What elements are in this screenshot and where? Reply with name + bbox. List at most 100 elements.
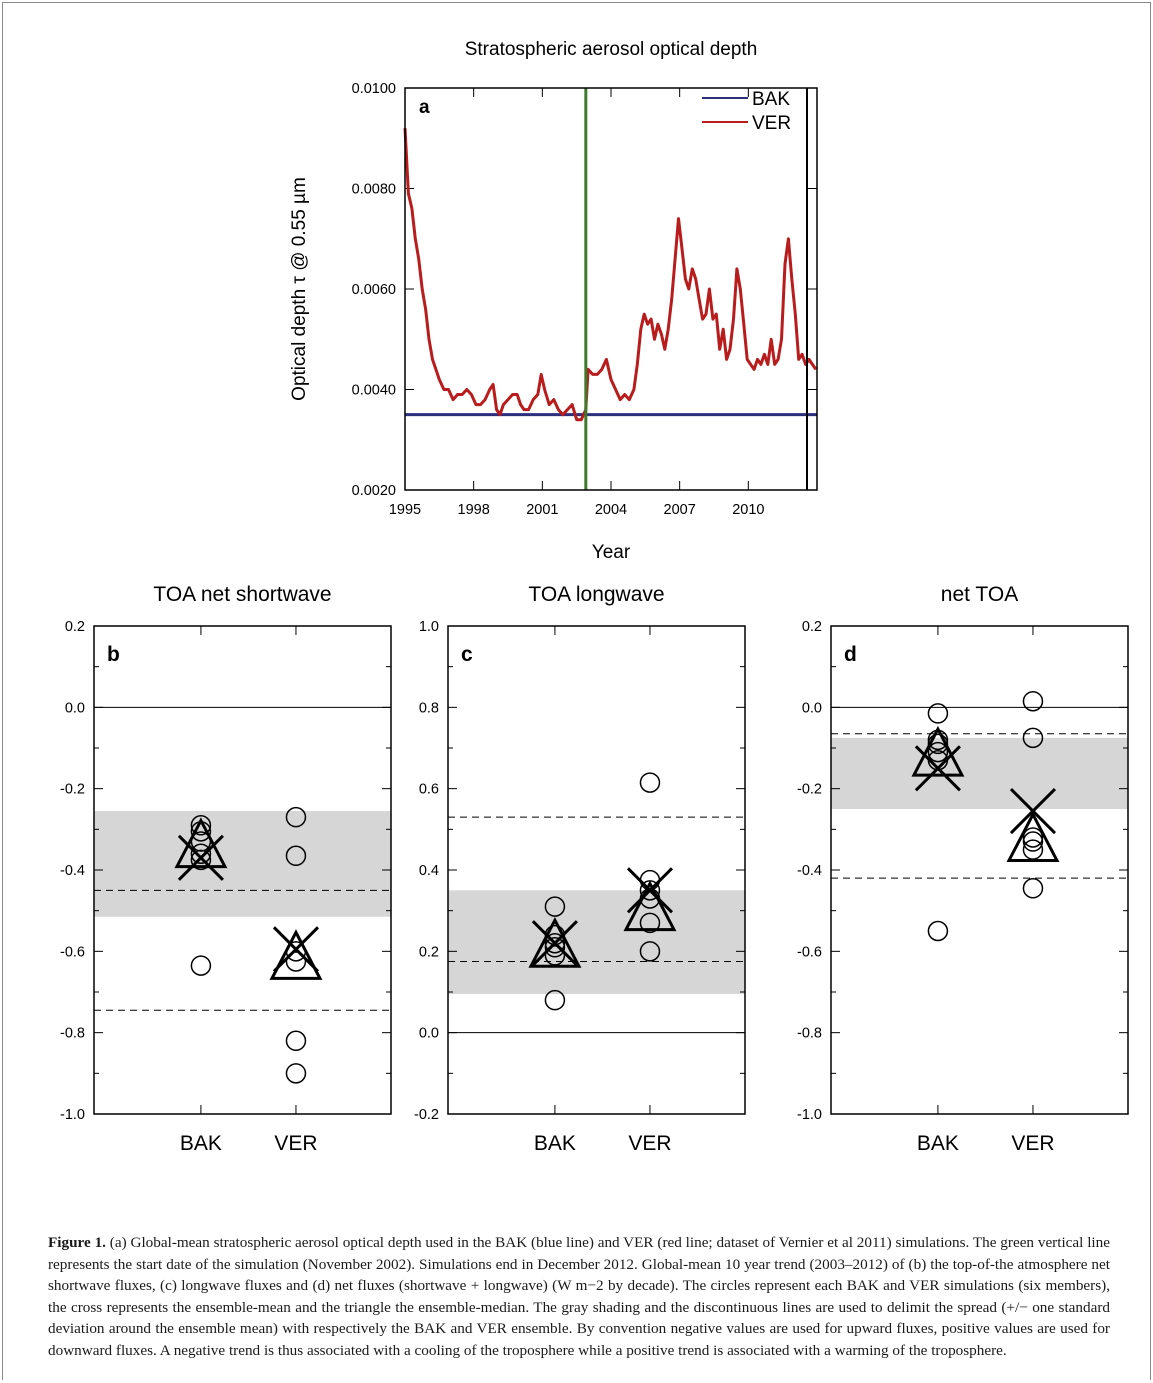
panel-a-ytick-label: 0.0100 bbox=[352, 81, 396, 97]
panel-c-mean-ver bbox=[626, 867, 674, 914]
panel-b-member-ver bbox=[285, 951, 307, 972]
panel-d-ytick-label: -0.4 bbox=[797, 863, 822, 879]
panel-a-title: Stratospheric aerosol optical depth bbox=[465, 39, 758, 60]
panel-b-title: TOA net shortwave bbox=[153, 583, 331, 606]
panel-d-member-bak bbox=[927, 703, 949, 724]
figure-caption: Figure 1. (a) Global-mean stratospheric … bbox=[48, 1232, 1110, 1361]
panel-a-plot-frame bbox=[404, 87, 818, 491]
panel-b-label: b bbox=[107, 643, 120, 666]
panel-d-mean-ver bbox=[1009, 787, 1057, 835]
panel-c-label: c bbox=[461, 643, 473, 666]
legend-label-bak: BAK bbox=[752, 89, 790, 110]
panel-b-mean-ver bbox=[272, 926, 320, 973]
panel-d-ytick-label: 0.2 bbox=[802, 619, 822, 635]
caption-label: Figure 1. bbox=[48, 1234, 106, 1251]
panel-c-xtick-label-bak: BAK bbox=[534, 1132, 576, 1155]
panel-b-member-bak bbox=[190, 843, 212, 864]
panel-c-member-ver bbox=[639, 941, 661, 962]
panel-d-median-bak bbox=[911, 725, 965, 777]
panel-c-member-bak bbox=[544, 937, 566, 958]
panel-c-ytick-label: 0.0 bbox=[419, 1026, 439, 1042]
panel-b-member-ver bbox=[285, 1030, 307, 1052]
panel-d-member-bak bbox=[927, 741, 949, 763]
panel-d-title: net TOA bbox=[941, 583, 1018, 606]
panel-d-member-ver bbox=[1022, 831, 1044, 852]
panel-d-xtick-label-bak: BAK bbox=[917, 1132, 959, 1155]
panel-c-member-bak bbox=[544, 989, 566, 1011]
caption-text: (a) Global-mean stratospheric aerosol op… bbox=[48, 1234, 1110, 1359]
panel-b-member-ver bbox=[285, 1063, 307, 1084]
panel-b-member-bak bbox=[190, 815, 212, 836]
panel-d-ytick-label: -0.8 bbox=[797, 1026, 822, 1042]
panel-b-ytick-label: 0.2 bbox=[65, 619, 85, 635]
panel-a-xtick-label: 2007 bbox=[664, 502, 696, 518]
panel-a-xtick-label: 2010 bbox=[732, 502, 764, 518]
panel-d-ytick-label: -0.6 bbox=[797, 944, 822, 960]
panel-d-bak-spread bbox=[831, 737, 1128, 809]
panel-d-ytick-label: 0.0 bbox=[802, 700, 822, 716]
panel-b-ytick-label: -0.2 bbox=[60, 782, 85, 798]
panel-b-ytick-label: -0.4 bbox=[60, 863, 85, 879]
panel-a-xlabel: Year bbox=[592, 542, 631, 563]
panel-a-ytick-label: 0.0080 bbox=[352, 182, 396, 198]
panel-c-xtick-label-ver: VER bbox=[628, 1132, 671, 1155]
panel-d-mean-bak bbox=[914, 745, 961, 792]
panel-d-member-bak bbox=[927, 920, 949, 942]
panel-c-member-ver bbox=[639, 912, 661, 934]
panel-b-median-ver bbox=[269, 929, 323, 980]
panel-b-member-bak bbox=[190, 849, 212, 871]
panel-b-ytick-label: -0.8 bbox=[60, 1026, 85, 1042]
panel-d-member-ver bbox=[1022, 690, 1044, 712]
panel-b-xtick-label-bak: BAK bbox=[180, 1132, 222, 1155]
panel-c-member-ver bbox=[639, 772, 661, 793]
panel-d-member-ver bbox=[1022, 878, 1044, 899]
legend-label-ver: VER bbox=[752, 113, 791, 134]
panel-d-member-bak bbox=[927, 733, 949, 755]
panel-a-ytick-label: 0.0040 bbox=[352, 383, 396, 399]
panel-a-ylabel: Optical depth τ @ 0.55 µm bbox=[289, 177, 310, 401]
panel-d-xtick-label-ver: VER bbox=[1011, 1132, 1054, 1155]
panel-d-ytick-label: -1.0 bbox=[797, 1107, 822, 1123]
panel-b-member-bak bbox=[190, 955, 212, 976]
panel-c-median-bak bbox=[528, 916, 582, 968]
panel-c-ytick-label: 0.4 bbox=[419, 863, 439, 879]
panel-c-title: TOA longwave bbox=[528, 583, 664, 606]
panel-c-bak-spread bbox=[448, 890, 745, 995]
panel-c-ytick-label: 0.6 bbox=[419, 782, 439, 798]
panel-a-xtick-label: 2004 bbox=[595, 502, 627, 518]
panel-d-median-ver bbox=[1006, 811, 1060, 862]
panel-b-ytick-label: -1.0 bbox=[60, 1107, 85, 1123]
panel-b-ytick-label: 0.0 bbox=[65, 700, 85, 716]
panel-a-xtick-label: 1995 bbox=[389, 502, 421, 518]
panel-b-bak-spread bbox=[94, 811, 391, 917]
panel-c-ytick-label: 0.2 bbox=[419, 944, 439, 960]
figure-svg: Stratospheric aerosol optical depth 0.002… bbox=[60, 39, 1129, 1155]
panel-b-plot-frame bbox=[93, 625, 392, 1115]
panel-d-label: d bbox=[844, 643, 857, 666]
panel-b-median-bak bbox=[174, 817, 228, 869]
panel-d-plot-frame bbox=[830, 625, 1129, 1115]
panel-a-ytick-label: 0.0060 bbox=[352, 282, 396, 298]
panel-a-label: a bbox=[419, 97, 430, 118]
panel-b-mean-bak bbox=[177, 834, 224, 881]
panel-a-xtick-label: 2001 bbox=[526, 502, 558, 518]
panel-c-ytick-label: 0.8 bbox=[419, 700, 439, 716]
panel-c-ytick-label: 1.0 bbox=[419, 619, 439, 635]
panel-c-member-bak bbox=[544, 932, 566, 954]
panel-b-ytick-label: -0.6 bbox=[60, 944, 85, 960]
panel-c-median-ver bbox=[623, 880, 677, 932]
panel-a-ytick-label: 0.0020 bbox=[352, 483, 396, 499]
panel-c-mean-bak bbox=[531, 920, 578, 967]
panel-c-ytick-label: -0.2 bbox=[414, 1107, 439, 1123]
panel-a-xtick-label: 1998 bbox=[458, 502, 490, 518]
panel-d-ytick-label: -0.2 bbox=[797, 782, 822, 798]
panel-b-xtick-label-ver: VER bbox=[274, 1132, 317, 1155]
panel-b-member-ver bbox=[285, 845, 307, 867]
series-line-ver bbox=[403, 128, 818, 422]
panel-c-member-bak bbox=[544, 896, 566, 917]
panel-d-member-ver bbox=[1022, 727, 1044, 749]
panel-c-plot-frame bbox=[447, 625, 746, 1115]
panel-b-member-ver bbox=[285, 806, 307, 828]
